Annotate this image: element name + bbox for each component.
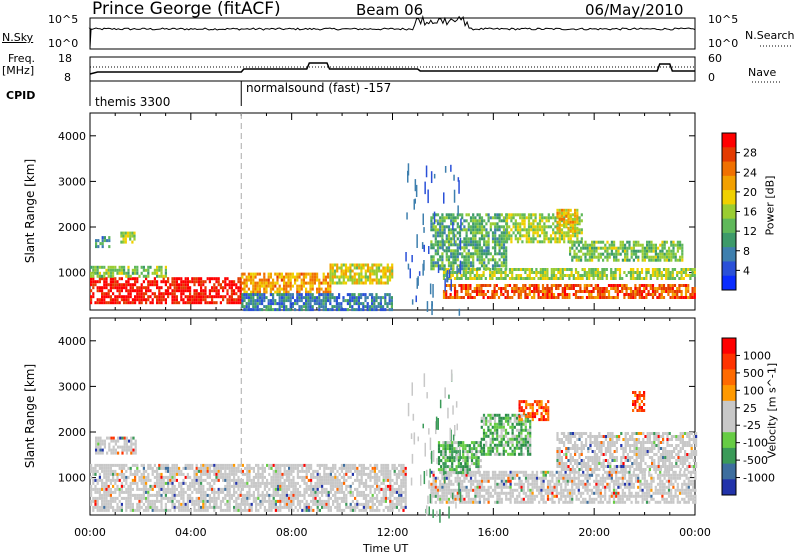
- xtick-label-6: 00:00: [679, 526, 711, 539]
- velocity-colorbar-seg-3: [722, 385, 736, 401]
- velocity-colorbar-label-6: -500: [743, 454, 768, 467]
- power-colorbar-label-4: 20: [743, 186, 757, 199]
- power-ytick-label-2: 3000: [58, 175, 86, 188]
- velocity-colorbar-seg-6: [722, 432, 736, 448]
- velocity-colorbar-seg-0: [722, 338, 736, 354]
- power-colorbar-seg-8: [722, 247, 736, 262]
- power-colorbar-label-6: 28: [743, 147, 757, 160]
- velocity-ytick-label-3: 4000: [58, 335, 86, 348]
- power-colorbar-label-5: 24: [743, 166, 757, 179]
- velocity-colorbar-label-0: 1000: [743, 349, 771, 362]
- velocity-colorbar-seg-8: [722, 464, 736, 480]
- velocity-colorbar-label-1: 500: [743, 367, 764, 380]
- power-colorbar-seg-9: [722, 261, 736, 276]
- power-colorbar-seg-2: [722, 162, 736, 177]
- velocity-colorbar-seg-2: [722, 369, 736, 385]
- power-ytick-label-1: 2000: [58, 221, 86, 234]
- power-colorbar-label-2: 12: [743, 225, 757, 238]
- power-region-5: [330, 264, 394, 285]
- velocity-region-0: [90, 464, 407, 512]
- power-colorbar-seg-0: [722, 133, 736, 148]
- velocity-region-7: [632, 391, 645, 412]
- velocity-colorbar-seg-1: [722, 354, 736, 370]
- velocity-ytick-label-2: 3000: [58, 380, 86, 393]
- velocity-colorbar-seg-5: [722, 417, 736, 433]
- xtick-label-4: 16:00: [477, 526, 509, 539]
- power-region-8: [443, 284, 696, 299]
- xtick-label-0: 00:00: [74, 526, 106, 539]
- nsky-panel-frame: [90, 18, 695, 49]
- velocity-colorbar-label-7: -1000: [743, 472, 775, 485]
- power-colorbar-label-0: 4: [743, 264, 750, 277]
- power-colorbar-seg-1: [722, 147, 736, 162]
- power-region-1: [90, 266, 167, 278]
- velocity-colorbar-label-2: 100: [743, 384, 764, 397]
- velocity-colorbar-label-3: 25: [743, 402, 757, 415]
- velocity-colorbar-seg-4: [722, 401, 736, 417]
- velocity-region-1: [95, 437, 137, 455]
- nsky-trace: [90, 17, 695, 48]
- freq-trace: [90, 63, 695, 74]
- velocity-region-4: [481, 414, 532, 456]
- power-colorbar-label-3: 16: [743, 206, 757, 219]
- xtick-label-5: 20:00: [578, 526, 610, 539]
- power-colorbar-seg-3: [722, 176, 736, 191]
- power-region-11: [569, 241, 683, 262]
- velocity-colorbar-label-5: -100: [743, 437, 768, 450]
- xtick-label-2: 08:00: [276, 526, 308, 539]
- power-ytick-label-3: 4000: [58, 130, 86, 143]
- velocity-colorbar-label-4: -25: [743, 419, 761, 432]
- velocity-region-5: [519, 400, 550, 421]
- power-colorbar-seg-5: [722, 204, 736, 219]
- power-ytick-label-0: 1000: [58, 267, 86, 280]
- velocity-ytick-label-1: 2000: [58, 426, 86, 439]
- velocity-colorbar-seg-9: [722, 479, 736, 495]
- power-region-9: [430, 213, 507, 270]
- xtick-label-3: 12:00: [377, 526, 409, 539]
- power-colorbar-seg-6: [722, 219, 736, 234]
- power-region-12: [556, 209, 578, 233]
- power-colorbar-label-1: 8: [743, 245, 750, 258]
- power-region-4: [241, 273, 331, 294]
- power-colorbar-seg-7: [722, 233, 736, 248]
- velocity-region-6: [556, 432, 697, 471]
- power-colorbar-seg-4: [722, 190, 736, 205]
- power-region-0: [90, 277, 242, 304]
- velocity-colorbar-seg-7: [722, 448, 736, 464]
- xtick-label-1: 04:00: [175, 526, 207, 539]
- velocity-region-2: [430, 471, 696, 504]
- power-colorbar-seg-10: [722, 276, 736, 291]
- power-region-2: [95, 236, 110, 248]
- power-region-3: [120, 232, 135, 244]
- velocity-ytick-label-0: 1000: [58, 472, 86, 485]
